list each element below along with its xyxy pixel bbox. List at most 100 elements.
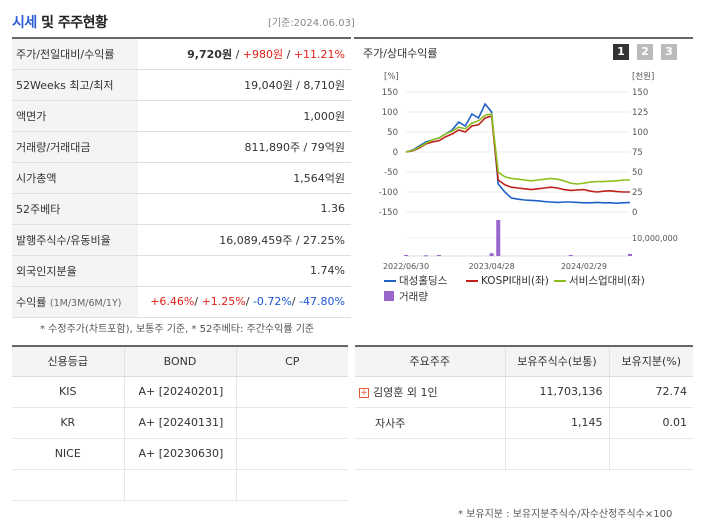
holder-shares: 1,145 xyxy=(505,407,610,439)
quote-label-text: 주가/전일대비/수익률 xyxy=(16,47,115,61)
quote-value-part: +980원 xyxy=(242,47,284,61)
legend-label: 거래량 xyxy=(399,291,428,303)
legend-label: KOSPI대비(좌) xyxy=(481,275,549,287)
section-title: 시세 및 주주현황 xyxy=(12,12,108,32)
quote-value-part: -0.72% xyxy=(252,295,292,308)
quote-label: 액면가 xyxy=(12,100,138,132)
right-tick-label: 25 xyxy=(632,188,643,198)
period-button-2[interactable]: 2 xyxy=(637,44,653,60)
quote-row: 외국인지분율 1.74% xyxy=(12,255,351,287)
holders-header-name: 주요주주 xyxy=(355,346,506,377)
series-line xyxy=(405,114,630,193)
volume-bar xyxy=(423,255,428,257)
quote-table: 주가/전일대비/수익률 9,720원 / +980원 / +11.21% 52Wee… xyxy=(12,37,351,318)
quote-value-part: 811,890주 / 79억원 xyxy=(244,140,345,154)
quote-label-text: 외국인지분율 xyxy=(16,264,77,278)
holder-name: 자사주 xyxy=(375,416,406,430)
quote-label-text: 수익률 xyxy=(16,295,47,309)
holder-pct: 72.74 xyxy=(609,376,693,408)
quote-label-text: 시가총액 xyxy=(16,171,57,185)
x-tick-label: 2024/02/29 xyxy=(561,262,607,271)
quote-value: 16,089,459주 / 27.25% xyxy=(138,224,351,256)
left-tick-label: -150 xyxy=(379,208,398,218)
holders-footnote: * 보유지분 : 보유지분주식수/자수산정주식수×100 xyxy=(458,509,673,520)
quote-label-text: 발행주식수/유동비율 xyxy=(16,233,111,247)
quote-row: 주가/전일대비/수익률 9,720원 / +980원 / +11.21% xyxy=(12,38,351,70)
quote-label-text: 52Weeks 최고/최저 xyxy=(16,78,114,92)
quote-value-part: 1.36 xyxy=(320,202,346,215)
quote-row: 52Weeks 최고/최저 19,040원 / 8,710원 xyxy=(12,69,351,101)
quote-value: +6.46%/ +1.25%/ -0.72%/ -47.80% xyxy=(138,286,351,318)
right-tick-label: 0 xyxy=(632,208,637,218)
quote-label: 거래량/거래대금 xyxy=(12,131,138,163)
period-button-3[interactable]: 3 xyxy=(661,44,677,60)
holder-name-cell: + 김영훈 외 1인 xyxy=(355,376,506,408)
quote-value: 811,890주 / 79억원 xyxy=(138,131,351,163)
credit-cp-rating xyxy=(236,376,348,408)
quote-label-text: 52주베타 xyxy=(16,202,61,216)
holder-pct: 0.01 xyxy=(609,407,693,439)
notes-text: * 수정주가(차트포함), 보통주 기준, * 52주베타: 주간수익률 기준 xyxy=(40,324,315,335)
left-tick-label: 150 xyxy=(382,88,398,98)
holder-row: + 김영훈 외 1인 11,703,136 72.74 xyxy=(355,376,693,408)
credit-bond-rating xyxy=(124,469,237,501)
quote-row: 발행주식수/유동비율 16,089,459주 / 27.25% xyxy=(12,224,351,256)
holders-header-shares: 보유주식수(보통) xyxy=(505,346,610,377)
x-tick-label: 2022/06/30 xyxy=(383,262,429,271)
holder-name: 김영훈 외 1인 xyxy=(373,385,438,399)
quote-value-part: -47.80% xyxy=(299,295,345,308)
credit-agency: NICE xyxy=(12,438,125,470)
credit-row xyxy=(12,469,348,501)
left-tick-label: 100 xyxy=(382,108,398,118)
credit-header-cp: CP xyxy=(236,346,348,377)
quote-label: 발행주식수/유동비율 xyxy=(12,224,138,256)
holder-name-cell: 자사주 xyxy=(355,407,506,439)
major-holders-table: 주요주주 보유주식수(보통) 보유지분(%) + 김영훈 외 1인 11,703,1… xyxy=(355,345,693,470)
credit-bond-rating: A+ [20240201] xyxy=(124,376,237,408)
quote-value-part: +11.21% xyxy=(293,47,345,61)
quote-value-part: / xyxy=(194,295,202,308)
volume-bar xyxy=(628,253,632,256)
quote-value-part: 16,089,459주 / 27.25% xyxy=(219,233,345,247)
right-tick-label: 125 xyxy=(632,108,648,118)
section-title-sub: 및 주주현황 xyxy=(41,15,108,31)
holder-shares: 11,703,136 xyxy=(505,376,610,408)
quote-label: 외국인지분율 xyxy=(12,255,138,287)
quote-value: 1,564억원 xyxy=(138,162,351,194)
period-button-1[interactable]: 1 xyxy=(613,44,629,60)
quote-row: 거래량/거래대금 811,890주 / 79억원 xyxy=(12,131,351,163)
quote-label-small: (1M/3M/6M/1Y) xyxy=(49,297,122,309)
left-tick-label: -50 xyxy=(384,168,398,178)
holder-empty-cell xyxy=(609,438,693,470)
credit-cp-rating xyxy=(236,407,348,439)
holder-row: 자사주 1,145 0.01 xyxy=(355,407,693,439)
chart-title: 주가/상대수익률 xyxy=(363,47,438,60)
credit-header-bond: BOND xyxy=(124,346,237,377)
credit-bond-rating: A+ [20230630] xyxy=(124,438,237,470)
quote-row: 시가총액 1,564억원 xyxy=(12,162,351,194)
quote-row: 액면가 1,000원 xyxy=(12,100,351,132)
credit-row: KIS A+ [20240201] xyxy=(12,376,348,408)
volume-tick-label: 10,000,000 xyxy=(632,234,678,243)
quote-value-part: +1.25% xyxy=(201,295,246,308)
volume-bar xyxy=(489,253,494,256)
quote-value-part: 1,564억원 xyxy=(293,171,345,185)
right-tick-label: 50 xyxy=(632,168,643,178)
quote-value-part: +6.46% xyxy=(150,295,195,308)
quote-value-part: / xyxy=(291,295,300,308)
credit-agency: KR xyxy=(12,407,125,439)
quote-label: 수익률 (1M/3M/6M/1Y) xyxy=(12,286,138,318)
credit-rating-table: 신용등급 BOND CP KIS A+ [20240201] KR A+ [20240… xyxy=(12,345,348,501)
volume-bar xyxy=(568,254,573,256)
expand-icon[interactable]: + xyxy=(359,387,369,398)
quote-label-text: 거래량/거래대금 xyxy=(16,140,91,154)
quote-value-part: / xyxy=(245,295,253,308)
quote-label: 주가/전일대비/수익률 xyxy=(12,38,138,70)
left-tick-label: 50 xyxy=(387,128,398,138)
basis-date: [기준:2024.06.03] xyxy=(268,18,355,29)
right-tick-label: 100 xyxy=(632,128,648,138)
legend-label: 대성홀딩스 xyxy=(399,274,448,287)
credit-row: NICE A+ [20230630] xyxy=(12,438,348,470)
quote-value-part: 1.74% xyxy=(310,264,345,277)
quote-value-part: 19,040원 / 8,710원 xyxy=(244,78,345,92)
